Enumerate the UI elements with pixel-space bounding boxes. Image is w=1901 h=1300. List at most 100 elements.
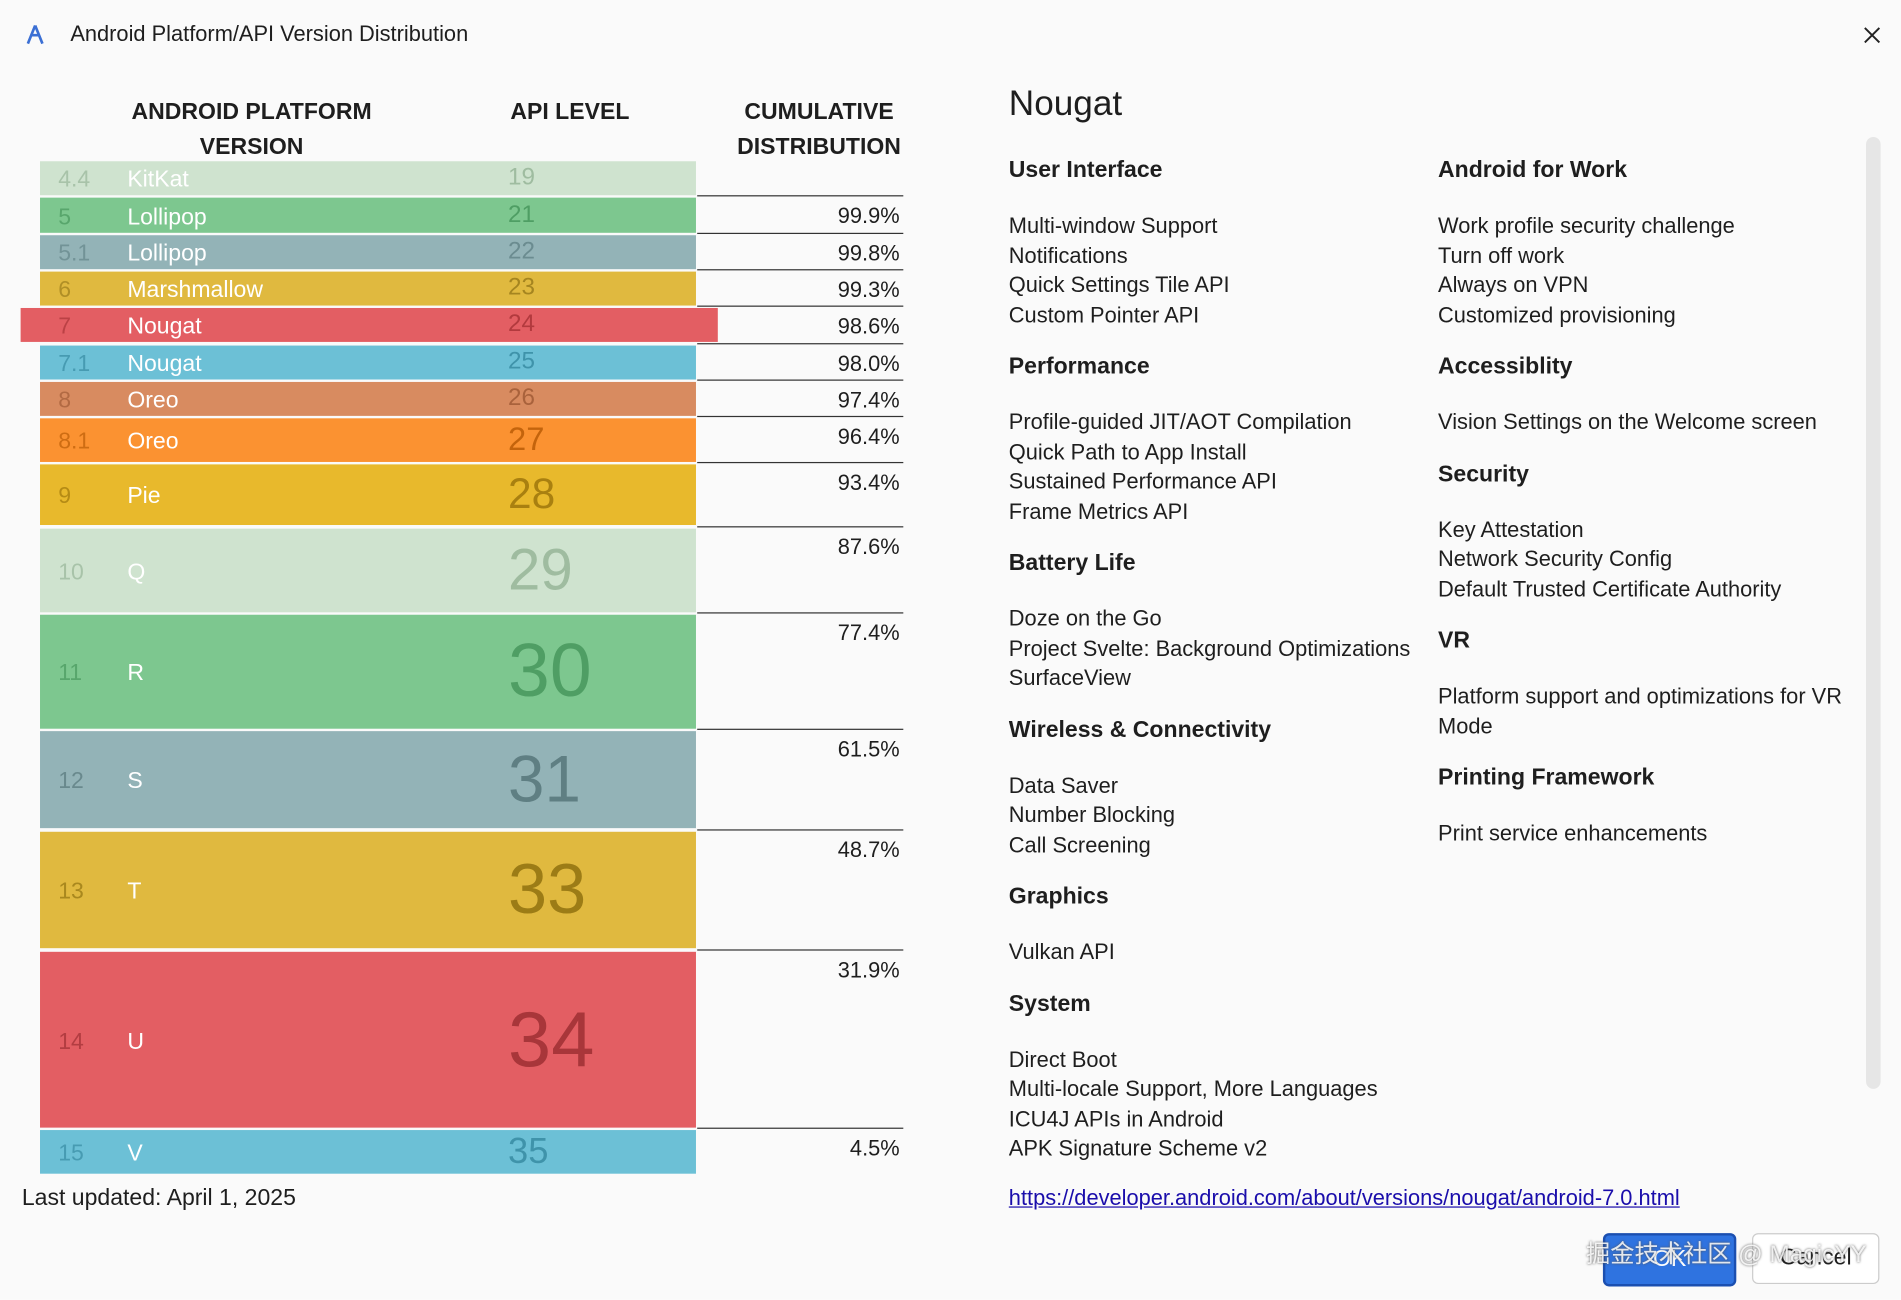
table-row[interactable]: 7 Nougat 24 — [20, 307, 718, 342]
feature-item: APK Signature Scheme v2 — [1008, 1136, 1268, 1161]
version-number: 4.4 — [58, 167, 91, 193]
api-level: 35 — [508, 1130, 549, 1171]
feature-section: Accessiblity Vision Settings on the Welco… — [1438, 352, 1856, 437]
feature-item: Data Saver — [1008, 772, 1118, 798]
api-level: 33 — [508, 850, 587, 930]
version-number: 14 — [58, 1028, 84, 1055]
version-name: Nougat — [127, 314, 202, 340]
feature-item: Network Security Config — [1438, 546, 1673, 572]
table-row[interactable]: 7.1 Nougat 25 — [40, 345, 696, 380]
details-title: Nougat — [1008, 84, 1123, 124]
table-row[interactable]: 12 S 31 — [40, 731, 696, 829]
version-number: 7 — [58, 314, 72, 340]
cumulative-cell: 97.4% — [697, 379, 904, 415]
cumulative-cell: 4.5% — [697, 1127, 904, 1173]
feature-section: Android for Work Work profile security ch… — [1438, 155, 1856, 330]
section-heading: Android for Work — [1438, 157, 1628, 184]
table-row[interactable]: 5 Lollipop 21 — [40, 197, 696, 233]
api-level: 34 — [508, 995, 595, 1084]
version-name: Lollipop — [127, 204, 207, 230]
table-row[interactable]: 14 U 34 — [40, 951, 696, 1128]
api-level: 25 — [508, 348, 536, 376]
section-heading: Graphics — [1008, 883, 1109, 910]
ok-button[interactable]: OK — [1602, 1233, 1737, 1287]
feature-item: Notifications — [1008, 243, 1128, 268]
version-name: R — [127, 660, 144, 687]
cumulative-cell: 31.9% — [697, 949, 904, 1126]
cumulative-value: 99.3% — [837, 277, 900, 302]
table-row[interactable]: 9 Pie 28 — [40, 464, 696, 526]
table-row[interactable]: 8.1 Oreo 27 — [40, 418, 696, 462]
cumulative-value: 96.4% — [837, 424, 900, 449]
cumulative-cell: 77.4% — [697, 612, 904, 727]
feature-item: Platform support and optimizations for V… — [1438, 683, 1842, 738]
section-heading: Printing Framework — [1438, 765, 1655, 791]
version-name: Pie — [127, 483, 161, 510]
section-heading: VR — [1438, 628, 1471, 654]
cumulative-cell: 99.9% — [697, 195, 904, 231]
version-name: Oreo — [127, 388, 179, 414]
cumulative-cell: 48.7% — [697, 829, 904, 947]
api-level: 28 — [508, 470, 556, 518]
details-column: User Interface Multi-window Support Notifi… — [1009, 155, 1427, 1181]
details-link[interactable]: https://developer.android.com/about/vers… — [1008, 1185, 1680, 1211]
feature-item: Direct Boot — [1008, 1046, 1117, 1072]
feature-item: Custom Pointer API — [1008, 302, 1200, 327]
version-name: U — [127, 1028, 144, 1055]
section-heading: User Interface — [1008, 157, 1163, 184]
feature-item: Quick Path to App Install — [1008, 439, 1247, 464]
table-row[interactable]: 11 R 30 — [40, 614, 696, 729]
api-level: 22 — [508, 238, 536, 265]
table-row[interactable]: 4.4 KitKat 19 — [40, 161, 696, 196]
column-header: ANDROID PLATFORM VERSION — [131, 99, 372, 161]
cumulative-cell: 87.6% — [697, 526, 904, 611]
table-row[interactable]: 8 Oreo 26 — [40, 381, 696, 416]
api-level: 21 — [508, 201, 536, 228]
api-level: 23 — [508, 274, 536, 302]
api-level: 31 — [508, 742, 581, 816]
scrollbar[interactable] — [1866, 137, 1881, 1089]
version-number: 8.1 — [58, 429, 91, 455]
close-button[interactable] — [1862, 25, 1881, 44]
api-level: 29 — [508, 537, 573, 603]
section-heading: Wireless & Connectivity — [1008, 717, 1272, 743]
cumulative-value: 93.4% — [837, 470, 900, 495]
feature-section: Wireless & Connectivity Data Saver Number … — [1009, 715, 1427, 860]
cumulative-value: 31.9% — [837, 957, 900, 983]
cancel-button[interactable]: Cancel — [1752, 1233, 1880, 1285]
feature-item: Key Attestation — [1438, 517, 1584, 542]
feature-section: Battery Life Doze on the Go Project Svelte… — [1009, 548, 1427, 693]
cumulative-value: 48.7% — [837, 837, 900, 863]
api-level: 30 — [508, 629, 592, 713]
cumulative-cell: 93.4% — [697, 461, 904, 524]
feature-item: Work profile security challenge — [1438, 213, 1735, 238]
feature-item: Frame Metrics API — [1008, 498, 1189, 524]
table-row[interactable]: 13 T 33 — [40, 831, 696, 949]
feature-section: Performance Profile-guided JIT/AOT Compil… — [1009, 352, 1427, 527]
version-number: 11 — [58, 660, 83, 687]
table-row[interactable]: 10 Q 29 — [40, 528, 696, 613]
feature-item: Vision Settings on the Welcome screen — [1438, 409, 1817, 435]
cumulative-cell: 99.8% — [697, 232, 904, 268]
cumulative-cell: 98.6% — [697, 305, 904, 341]
section-heading: Performance — [1008, 354, 1150, 380]
last-updated: Last updated: April 1, 2025 — [21, 1185, 296, 1212]
version-name: KitKat — [127, 167, 189, 193]
feature-item: Vulkan API — [1008, 939, 1115, 964]
cumulative-value: 98.0% — [837, 351, 900, 376]
feature-item: Profile-guided JIT/AOT Compilation — [1008, 409, 1352, 435]
details-panel: Nougat User Interface Multi-window Suppor… — [1009, 85, 1864, 1181]
feature-item: Sustained Performance API — [1008, 469, 1277, 494]
table-row[interactable]: 5.1 Lollipop 22 — [40, 235, 696, 270]
cumulative-value: 61.5% — [837, 737, 900, 762]
table-row[interactable]: 15 V 35 — [40, 1130, 696, 1174]
table-row[interactable]: 6 Marshmallow 23 — [40, 271, 696, 306]
feature-section: User Interface Multi-window Support Notifi… — [1009, 155, 1427, 330]
cumulative-value: 4.5% — [849, 1136, 900, 1161]
feature-item: Customized provisioning — [1438, 302, 1676, 327]
version-name: Oreo — [127, 429, 179, 455]
version-number: 7.1 — [58, 351, 91, 378]
api-level: 24 — [508, 310, 536, 338]
feature-item: Doze on the Go — [1008, 606, 1162, 631]
version-number: 10 — [58, 559, 84, 586]
